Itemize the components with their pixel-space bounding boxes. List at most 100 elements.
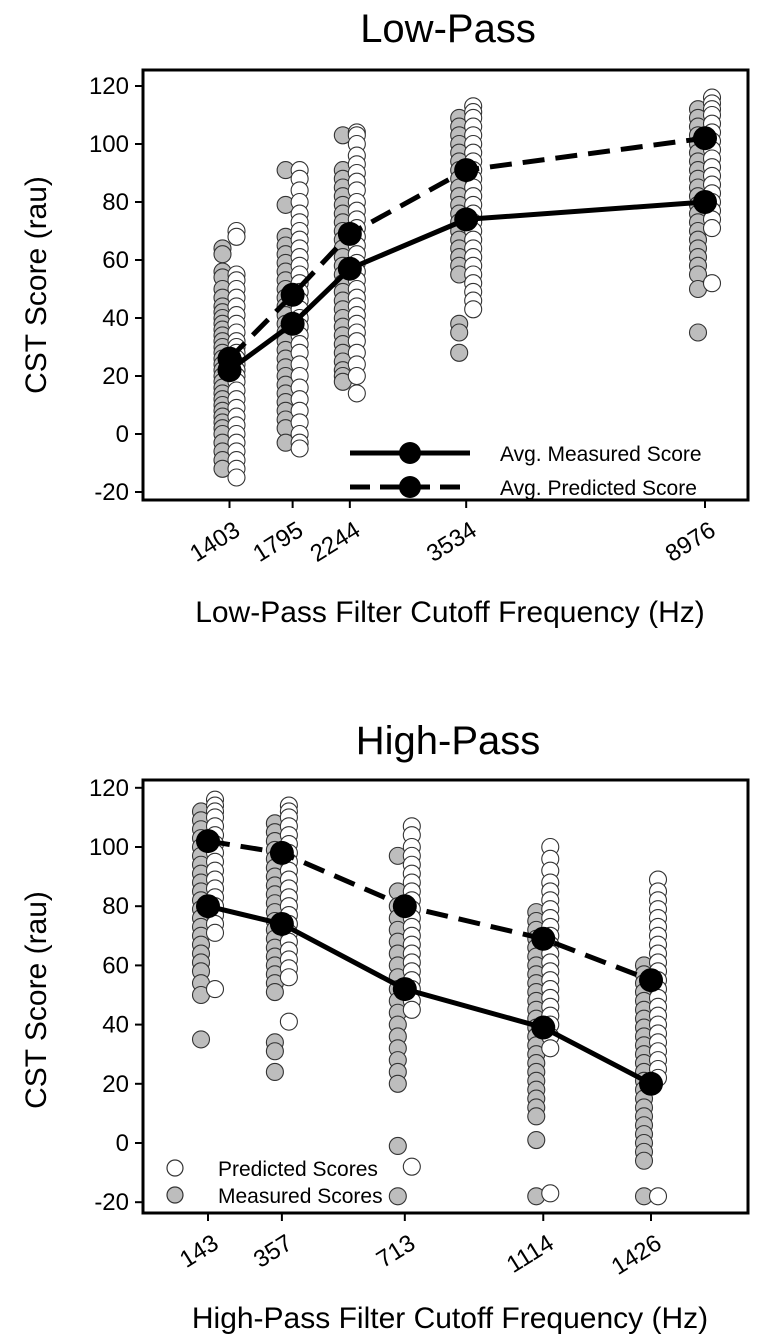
y-tick-label: 60: [102, 247, 129, 274]
y-tick-label: 40: [102, 1012, 129, 1039]
mean-lines-layer: [196, 829, 663, 1096]
y-tick-label: 20: [102, 363, 129, 390]
measured-point: [265, 982, 284, 1002]
x-tick-label: 2244: [306, 516, 366, 567]
x-axis-label: High-Pass Filter Cutoff Frequency (Hz): [192, 1302, 708, 1335]
legend-measured-marker: [399, 442, 421, 464]
predicted-point: [205, 980, 225, 999]
legend-predicted-marker: [399, 476, 421, 498]
measured-mean-marker: [269, 911, 294, 936]
predicted-point: [702, 219, 722, 238]
y-tick-label: 100: [89, 131, 129, 158]
measured-point: [388, 1074, 407, 1093]
x-axis-label: Low-Pass Filter Cutoff Frequency (Hz): [195, 596, 705, 629]
x-tick-label: 357: [249, 1229, 297, 1273]
measured-mean-marker: [454, 207, 479, 232]
predicted-point: [402, 1000, 421, 1019]
predicted-point: [290, 439, 309, 458]
y-tick-label: 80: [102, 893, 129, 920]
chart-high-pass: High-Pass CST Score (rau) High-Pass Filt…: [20, 719, 750, 1335]
x-tick-label: 8976: [661, 516, 721, 567]
predicted-point: [205, 923, 225, 942]
predicted-mean-marker: [337, 221, 362, 246]
y-tick-label: 60: [102, 952, 129, 979]
y-tick-label: 40: [102, 305, 129, 332]
y-tick-label: 0: [116, 1130, 129, 1157]
predicted-mean-marker: [280, 282, 305, 307]
measured-point: [265, 1062, 284, 1082]
legend: Predicted Scores Measured Scores: [166, 1158, 383, 1208]
y-axis-label: CST Score (rau): [20, 176, 53, 394]
measured-point: [191, 1030, 211, 1049]
measured-point: [527, 1130, 546, 1150]
x-tick-label: 1795: [248, 516, 308, 567]
predicted-mean-marker: [392, 894, 417, 919]
mean-lines-layer: [217, 126, 717, 383]
measured-point: [265, 1042, 284, 1061]
x-tick-label: 1403: [185, 516, 245, 567]
predicted-mean-marker: [639, 968, 663, 993]
y-tick-label: 120: [89, 73, 129, 100]
predicted-point: [347, 384, 366, 403]
legend-label: Measured Scores: [218, 1185, 383, 1208]
y-tick-label: -20: [94, 1189, 129, 1216]
x-tick-label: 1114: [502, 1229, 559, 1278]
predicted-point: [347, 366, 366, 386]
predicted-mean-marker: [217, 346, 242, 371]
scatter-layer: [191, 790, 668, 1206]
predicted-point: [227, 468, 246, 487]
predicted-point: [541, 1039, 560, 1058]
measured-point: [527, 1107, 546, 1126]
predicted-point: [702, 274, 722, 293]
legend-label: Avg. Measured Score: [500, 443, 702, 466]
predicted-mean-marker: [269, 840, 294, 865]
y-tick-label: 0: [116, 421, 129, 448]
y-tick-label: 120: [89, 775, 129, 802]
measured-point: [213, 245, 232, 264]
predicted-mean-marker: [693, 126, 717, 151]
predicted-point: [541, 1184, 560, 1203]
legend-label: Avg. Predicted Score: [500, 477, 697, 500]
x-tick-label: 1426: [607, 1229, 667, 1280]
plot-frame: [141, 778, 750, 1215]
measured-point: [450, 343, 469, 362]
measured-point: [388, 1187, 407, 1206]
y-tick-label: 100: [89, 834, 129, 861]
measured-point: [388, 1136, 407, 1156]
measured-mean-marker: [337, 256, 362, 281]
predicted-mean-marker: [196, 829, 220, 854]
measured-mean-marker: [693, 190, 717, 214]
x-tick-label: 143: [175, 1229, 223, 1273]
predicted-point: [464, 300, 483, 319]
y-tick-label: 20: [102, 1071, 129, 1098]
y-tick-label: 80: [102, 189, 129, 216]
predicted-point: [279, 968, 298, 987]
measured-point: [634, 1151, 654, 1170]
x-tick-label: 3534: [422, 516, 482, 567]
measured-mean-marker: [531, 1015, 556, 1040]
legend-label: Predicted Scores: [218, 1158, 378, 1181]
legend-open-circle: [166, 1159, 184, 1177]
predicted-point: [402, 1157, 421, 1176]
predicted-point: [227, 227, 246, 246]
y-tick-label: -20: [94, 479, 129, 506]
measured-point: [450, 323, 469, 342]
measured-mean-marker: [280, 311, 305, 336]
measured-mean-marker: [392, 977, 417, 1002]
predicted-mean-marker: [531, 926, 556, 951]
legend-gray-circle: [166, 1186, 184, 1204]
legend: Avg. Measured Score Avg. Predicted Score: [350, 442, 702, 500]
predicted-point: [648, 1187, 668, 1206]
chart-low-pass: Low-Pass CST Score (rau) Low-Pass Filter…: [20, 7, 750, 629]
y-axis-label: CST Score (rau): [20, 891, 53, 1109]
chart-title: High-Pass: [356, 719, 541, 763]
measured-point: [688, 323, 708, 342]
predicted-mean-marker: [454, 158, 479, 183]
chart-title: Low-Pass: [360, 7, 536, 51]
plot-frame: [141, 68, 750, 502]
measured-mean-marker: [639, 1071, 663, 1096]
measured-mean-marker: [196, 894, 220, 919]
predicted-point: [279, 1012, 298, 1031]
x-tick-label: 713: [372, 1229, 420, 1273]
